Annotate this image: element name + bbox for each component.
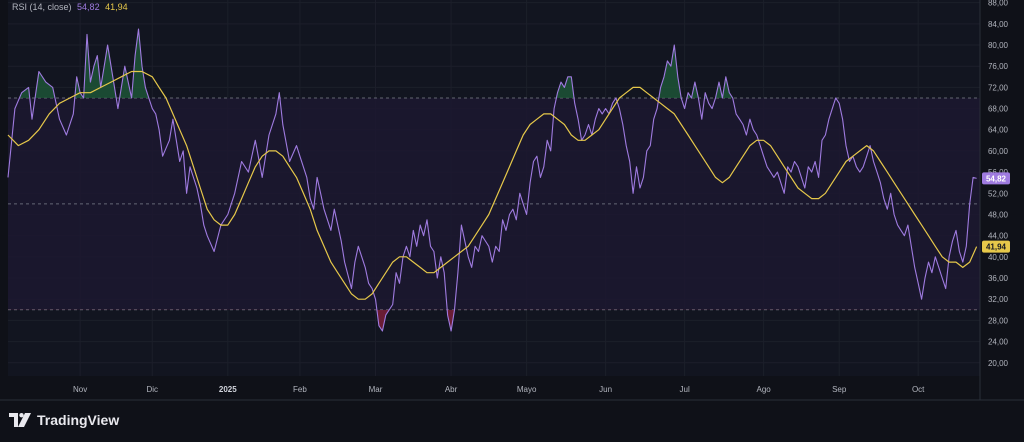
- x-tick-label: Mayo: [517, 385, 537, 394]
- rsi-value-badge-bg: [982, 172, 1010, 185]
- y-tick-label: 20,00: [988, 359, 1009, 368]
- x-tick-label: Abr: [445, 385, 458, 394]
- y-tick-label: 28,00: [988, 316, 1009, 325]
- y-tick-label: 40,00: [988, 253, 1009, 262]
- y-tick-label: 80,00: [988, 41, 1009, 50]
- y-tick-label: 88,00: [988, 0, 1009, 8]
- rsi-value: 54,82: [77, 2, 100, 12]
- rsi-ma-value-badge: 41,94: [986, 243, 1007, 252]
- tradingview-brand[interactable]: TradingView: [9, 412, 119, 428]
- rsi-ma-line: [7, 70, 978, 300]
- rsi-ma-value: 41,94: [105, 2, 128, 12]
- x-tick-label: Feb: [293, 385, 307, 394]
- x-tick-label: Sep: [832, 385, 847, 394]
- x-tick-label: Mar: [369, 385, 383, 394]
- x-tick-label: Oct: [912, 385, 925, 394]
- x-tick-label: Dic: [146, 385, 158, 394]
- y-tick-label: 36,00: [988, 274, 1009, 283]
- x-tick-label: Jul: [680, 385, 690, 394]
- y-tick-label: 84,00: [988, 20, 1009, 29]
- indicator-legend[interactable]: RSI (14, close) 54,82 41,94: [12, 2, 128, 12]
- y-tick-label: 64,00: [988, 126, 1009, 135]
- x-tick-label: Nov: [73, 385, 87, 394]
- x-tick-label: Jun: [599, 385, 612, 394]
- brand-label: TradingView: [37, 412, 120, 428]
- indicator-name: RSI (14, close): [12, 2, 72, 12]
- y-tick-label: 60,00: [988, 147, 1009, 156]
- y-tick-label: 76,00: [988, 62, 1009, 71]
- rsi-value-badge: 54,82: [986, 174, 1007, 183]
- y-tick-label: 68,00: [988, 105, 1009, 114]
- y-tick-label: 44,00: [988, 232, 1009, 241]
- y-tick-label: 52,00: [988, 189, 1009, 198]
- x-tick-label: 2025: [219, 385, 237, 394]
- y-tick-label: 48,00: [988, 210, 1009, 219]
- y-tick-label: 24,00: [988, 338, 1009, 347]
- x-tick-label: Ago: [757, 385, 772, 394]
- rsi-ma-value-badge-bg: [982, 240, 1010, 253]
- overbought-fill: [8, 29, 977, 98]
- tradingview-logo-icon: [9, 413, 31, 427]
- y-tick-label: 32,00: [988, 295, 1009, 304]
- y-tick-label: 72,00: [988, 83, 1009, 92]
- rsi-line: [7, 28, 977, 332]
